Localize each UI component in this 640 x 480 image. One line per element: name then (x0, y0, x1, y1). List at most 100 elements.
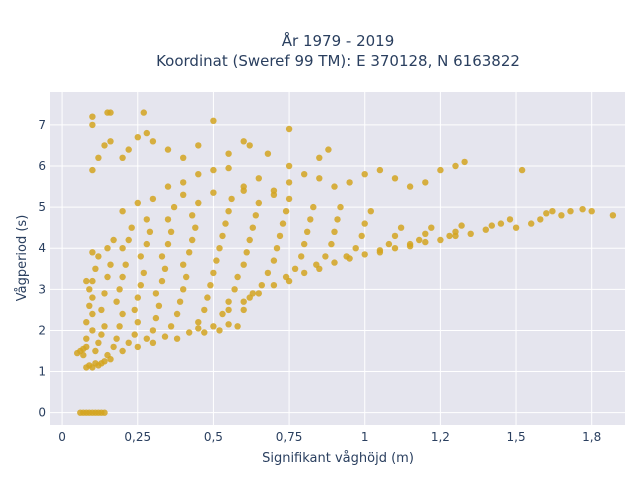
data-point (131, 331, 138, 338)
data-point (158, 253, 166, 260)
y-axis-label: Vågperiod (s) (15, 215, 30, 302)
data-point (101, 358, 108, 365)
data-point (176, 298, 184, 305)
data-point (89, 249, 96, 256)
data-point (316, 265, 323, 272)
data-point (167, 228, 175, 235)
data-point (258, 282, 265, 289)
data-point (149, 327, 157, 334)
data-point (298, 253, 305, 260)
data-point (213, 257, 220, 264)
y-tick-label: 5 (38, 200, 46, 214)
data-point (113, 335, 120, 342)
data-point (497, 220, 505, 227)
data-point (195, 142, 202, 149)
y-tick-label: 6 (38, 159, 46, 173)
data-point (252, 212, 259, 219)
data-point (101, 142, 108, 149)
data-point (101, 323, 108, 330)
data-point (134, 134, 141, 141)
data-point (180, 261, 187, 268)
data-point (240, 298, 247, 305)
data-point (122, 261, 129, 268)
data-point (164, 183, 172, 190)
data-point (518, 166, 526, 174)
data-point (204, 294, 211, 301)
data-point (391, 175, 399, 182)
data-point (119, 208, 126, 215)
data-point (285, 125, 293, 133)
data-point (92, 265, 99, 272)
data-point (285, 179, 293, 186)
data-point (488, 222, 495, 229)
data-point (270, 257, 278, 264)
data-point (240, 261, 247, 268)
data-point (391, 232, 399, 240)
data-point (95, 339, 102, 346)
data-point (334, 216, 341, 223)
data-point (240, 306, 247, 314)
data-point (282, 208, 290, 215)
data-point (80, 345, 87, 353)
data-point (161, 265, 169, 272)
data-point (249, 224, 256, 231)
data-point (609, 212, 617, 219)
data-point (234, 323, 241, 330)
x-tick-label: 0,75 (276, 430, 303, 444)
data-point (95, 253, 102, 260)
data-point (210, 323, 217, 330)
data-point (195, 199, 202, 207)
data-point (328, 240, 335, 248)
data-point (361, 220, 368, 227)
data-point (152, 314, 160, 322)
data-point (195, 171, 202, 178)
data-point (89, 327, 96, 334)
data-point (243, 249, 250, 256)
data-point (422, 230, 429, 237)
data-point (119, 273, 126, 281)
data-point (246, 142, 253, 149)
data-point (189, 236, 196, 244)
data-point (240, 138, 247, 145)
data-point (83, 319, 90, 326)
data-point (164, 216, 172, 223)
data-point (358, 232, 365, 240)
x-axis-label: Signifikant våghöjd (m) (262, 451, 414, 466)
data-point (189, 212, 196, 219)
data-point (285, 277, 293, 285)
data-point (422, 238, 429, 246)
data-point (134, 199, 141, 207)
data-point (225, 164, 232, 172)
data-point (331, 183, 338, 190)
data-point (180, 179, 187, 186)
x-tick-label: 0 (58, 430, 66, 444)
data-point (195, 319, 202, 326)
data-point (225, 298, 232, 305)
data-point (225, 306, 232, 314)
data-point (201, 329, 208, 336)
data-point (180, 191, 187, 198)
data-point (80, 351, 87, 359)
data-point (361, 171, 368, 178)
data-point (216, 245, 223, 252)
data-point (506, 216, 514, 223)
data-point (101, 409, 108, 416)
data-point (119, 245, 126, 252)
data-point (397, 224, 405, 231)
data-point (186, 249, 193, 256)
data-point (255, 175, 262, 182)
data-point (164, 146, 172, 153)
data-point (225, 150, 232, 157)
data-point (437, 166, 444, 174)
x-tick-label: 1,2 (431, 430, 450, 444)
scatter-points (74, 109, 617, 416)
data-point (167, 323, 175, 330)
data-point (367, 208, 374, 215)
data-point (116, 286, 123, 293)
data-point (255, 290, 262, 297)
data-point (307, 216, 314, 223)
data-point (285, 162, 293, 170)
data-point (346, 179, 353, 186)
data-point (428, 224, 435, 231)
data-point (119, 310, 126, 318)
